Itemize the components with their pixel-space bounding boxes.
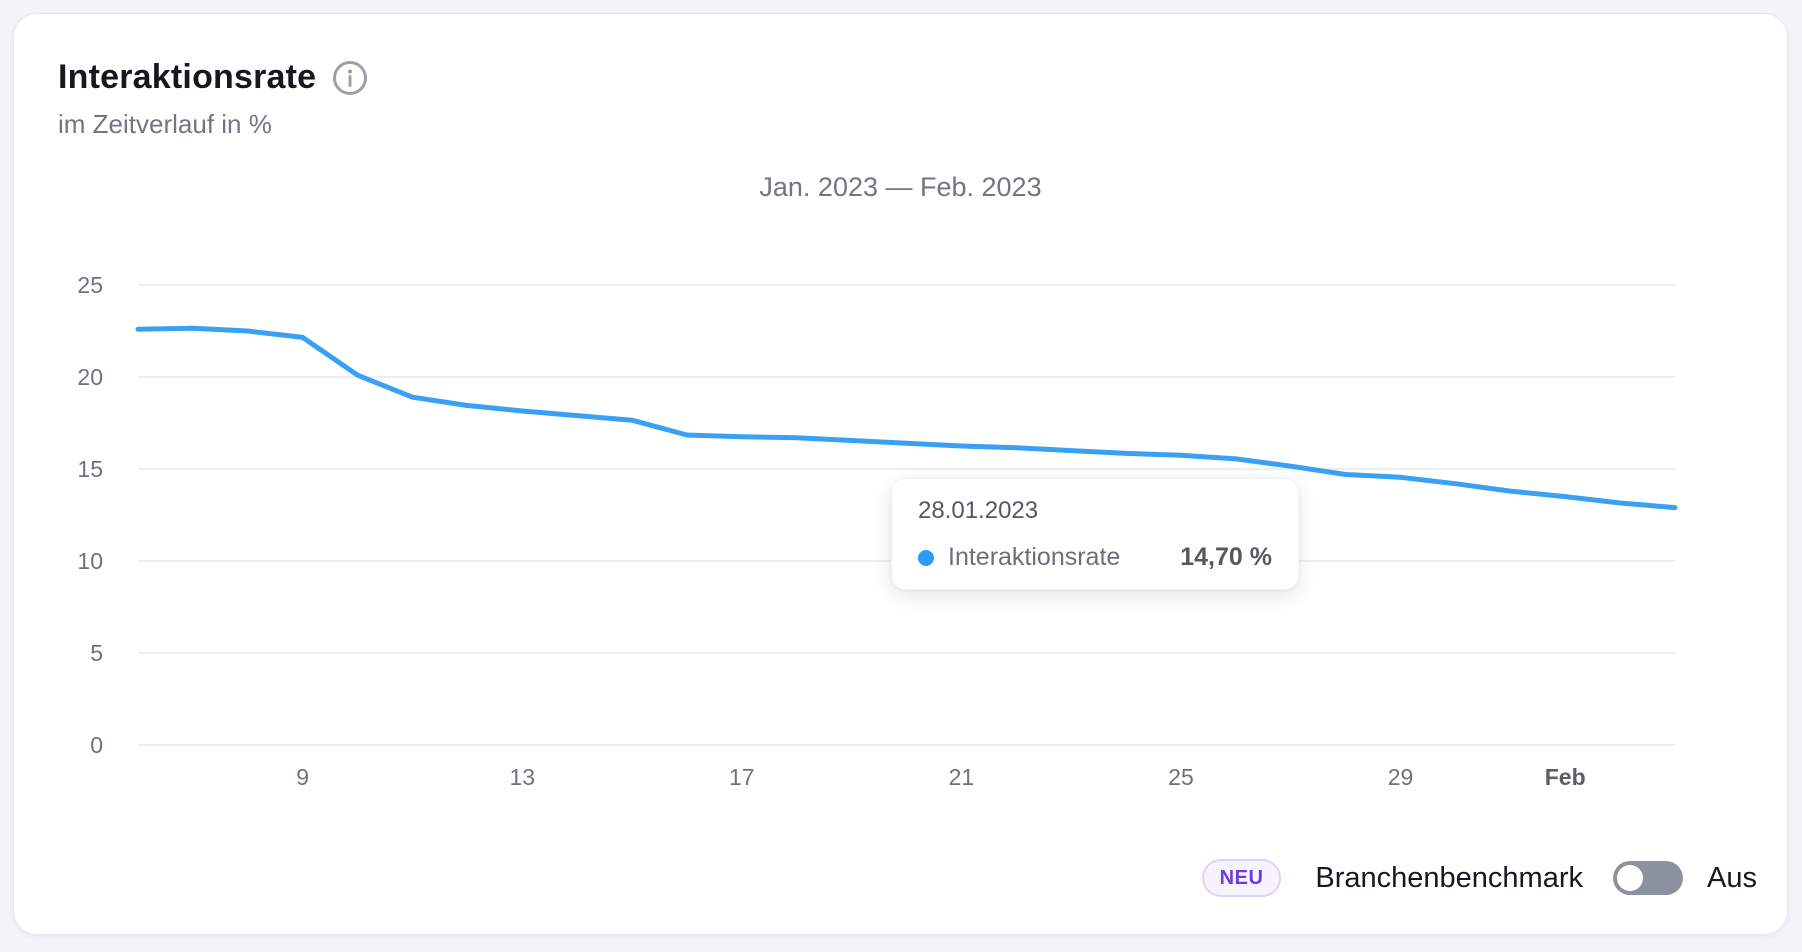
chart-subtitle: im Zeitverlauf in % <box>58 109 272 139</box>
page-title: Interaktionsrate <box>58 58 317 96</box>
y-axis-label: 5 <box>90 640 103 666</box>
benchmark-toggle[interactable] <box>1613 861 1684 895</box>
y-axis-label: 15 <box>77 456 103 482</box>
tooltip-value: 14,70 % <box>1180 543 1272 571</box>
chart-card: Interaktionsrate im Zeitverlauf in % Jan… <box>13 13 1788 935</box>
tooltip-series-row: Interaktionsrate 14,70 % <box>918 543 1272 572</box>
y-axis-label: 10 <box>77 548 103 574</box>
line-chart-plot[interactable]: 0 5 10 15 20 25 9 13 17 21 25 29 Feb <box>14 14 1787 934</box>
y-axis-label: 0 <box>90 732 103 758</box>
x-axis-label: 13 <box>509 764 536 790</box>
x-axis-label: Feb <box>1544 764 1586 790</box>
info-icon[interactable] <box>332 60 368 96</box>
chart-period-title: Jan. 2023 — Feb. 2023 <box>759 172 1042 202</box>
card-header: Interaktionsrate <box>58 58 368 97</box>
x-axis-label: 17 <box>729 764 755 790</box>
x-axis-label: 25 <box>1168 764 1194 790</box>
chart-tooltip: 28.01.2023 Interaktionsrate 14,70 % <box>891 478 1299 590</box>
x-axis-label: 9 <box>296 764 310 790</box>
y-axis-label: 25 <box>77 272 103 298</box>
y-axis-label: 20 <box>77 364 103 390</box>
series-dot-icon <box>918 549 934 566</box>
benchmark-controls: NEU Branchenbenchmark Aus <box>1201 856 1757 900</box>
tooltip-series-label: Interaktionsrate <box>948 543 1121 571</box>
x-axis-label: 21 <box>948 764 975 790</box>
toggle-state-label: Aus <box>1707 861 1757 894</box>
tooltip-date: 28.01.2023 <box>918 497 1039 524</box>
neu-badge: NEU <box>1201 859 1282 897</box>
benchmark-label: Branchenbenchmark <box>1315 861 1584 894</box>
line-chart-svg <box>135 284 1678 746</box>
toggle-knob <box>1617 865 1644 891</box>
x-axis-label: 29 <box>1387 764 1414 790</box>
